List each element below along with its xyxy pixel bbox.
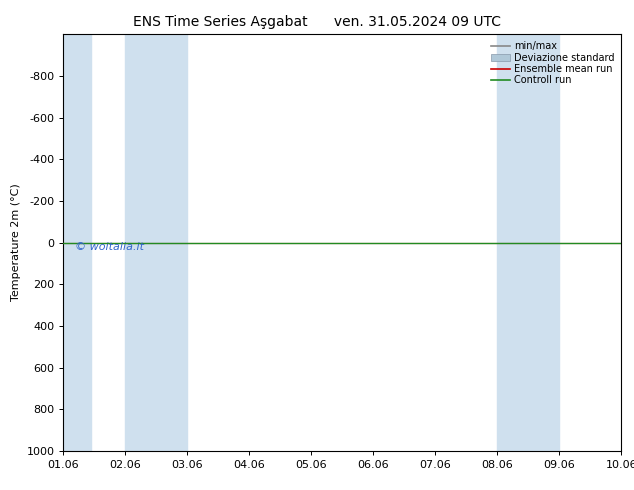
Bar — [497, 34, 559, 451]
Bar — [126, 34, 188, 451]
Y-axis label: Temperature 2m (°C): Temperature 2m (°C) — [11, 184, 21, 301]
Text: ENS Time Series Aşgabat      ven. 31.05.2024 09 UTC: ENS Time Series Aşgabat ven. 31.05.2024 … — [133, 15, 501, 29]
Legend: min/max, Deviazione standard, Ensemble mean run, Controll run: min/max, Deviazione standard, Ensemble m… — [489, 39, 616, 87]
Bar — [63, 34, 91, 451]
Text: © woitalia.it: © woitalia.it — [75, 242, 143, 252]
